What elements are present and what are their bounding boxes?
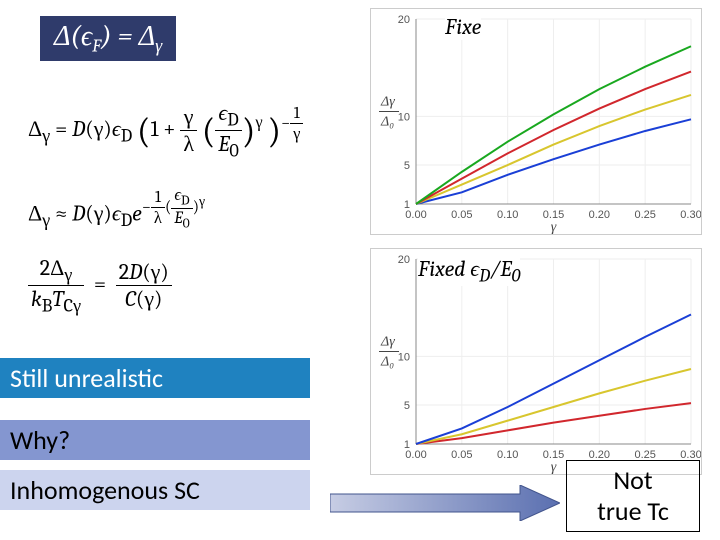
svg-text:5: 5 — [404, 160, 410, 172]
svg-text:10: 10 — [398, 111, 410, 123]
chart1-title: Fixe — [445, 14, 481, 40]
svg-text:Δ₀: Δ₀ — [380, 113, 394, 130]
chart-fixed-lambda: 0.000.050.100.150.200.250.30151020ΔγΔ₀γ — [370, 8, 702, 235]
svg-text:Δ₀: Δ₀ — [380, 353, 394, 370]
svg-text:5: 5 — [404, 400, 410, 412]
svg-text:0.05: 0.05 — [451, 209, 472, 221]
svg-text:20: 20 — [398, 14, 410, 26]
svg-text:Δγ: Δγ — [380, 93, 395, 110]
arrow-icon — [330, 485, 560, 521]
svg-text:0.20: 0.20 — [589, 209, 610, 221]
formula-delta-gamma-approx: Δγ ≈ D(γ)ϵDe−1λ(ϵDE0)γ — [28, 185, 205, 232]
formula-delta-gamma: Δγ = D(γ)ϵD (1 + γλ (ϵDE0)γ )−1γ — [28, 100, 303, 162]
banner-unrealistic: Still unrealistic — [0, 358, 310, 398]
svg-text:0.10: 0.10 — [497, 449, 518, 461]
svg-text:1: 1 — [404, 439, 410, 451]
not-box-line2: true Tc — [597, 495, 669, 527]
formula-ratio: 2ΔγkBTCγ = 2D(γ)C(γ) — [28, 255, 172, 317]
svg-text:0.05: 0.05 — [451, 449, 472, 461]
svg-text:20: 20 — [398, 254, 410, 266]
chart2-title: Fixed ϵD/E0 — [418, 256, 520, 286]
equation-box: Δ(ϵF) = Δγ — [40, 16, 176, 61]
not-box-line1: Not — [613, 464, 652, 496]
svg-text:10: 10 — [398, 351, 410, 363]
banner-inhomogenous: Inhomogenous SC — [0, 470, 310, 510]
svg-text:Δγ: Δγ — [380, 333, 395, 350]
banner-why: Why? — [0, 420, 310, 460]
svg-text:1: 1 — [404, 199, 410, 211]
svg-text:0.25: 0.25 — [634, 209, 655, 221]
svg-text:0.10: 0.10 — [497, 209, 518, 221]
svg-text:γ: γ — [551, 458, 557, 474]
svg-text:0.30: 0.30 — [680, 209, 701, 221]
not-true-tc-box: Not true Tc — [566, 460, 700, 532]
svg-text:γ: γ — [551, 218, 557, 234]
